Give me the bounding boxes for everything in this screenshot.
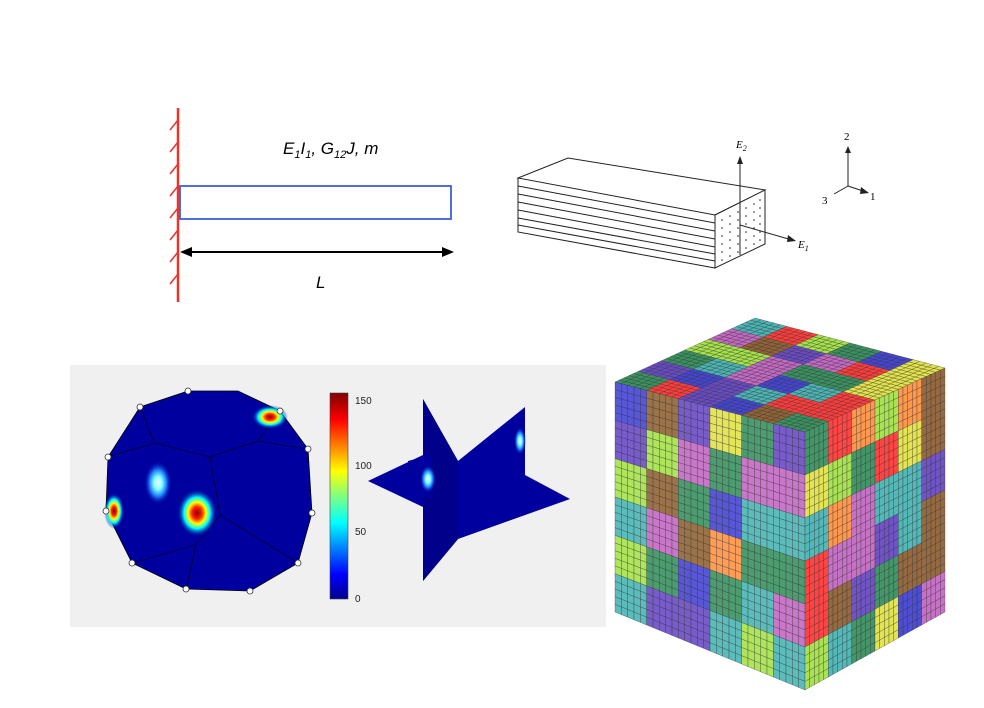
colorbar-tick-50: 50	[355, 527, 367, 538]
length-arrow-left-head	[180, 247, 192, 257]
axis-E1	[739, 224, 793, 241]
colorbar-tick-150: 150	[355, 396, 372, 407]
heatmap-svg: 150 100 50 0	[102, 387, 570, 605]
hotspot-left-edge	[104, 493, 124, 529]
colorbar-tick-100: 100	[355, 461, 372, 472]
beam-properties-label: E1I1, G12J, m	[283, 139, 378, 161]
hotspot-center	[177, 489, 217, 537]
cantilever-svg: E1I1, G12J, m L	[169, 108, 454, 302]
fiber-ends	[721, 199, 761, 261]
star-hotspot-right	[514, 427, 526, 455]
axis-E2-label: E2	[735, 139, 747, 153]
axis-E1-head	[787, 235, 796, 242]
triad-axis-2-head	[845, 146, 851, 153]
triad-label-3: 3	[822, 195, 828, 207]
triad-label-2: 2	[844, 131, 850, 143]
length-arrow-right-head	[442, 247, 454, 257]
cantilever-beam-diagram: E1I1, G12J, m L	[150, 100, 480, 310]
polyhedron	[102, 387, 316, 595]
colorbar-tick-0: 0	[355, 594, 361, 605]
cube-face-2	[804, 367, 946, 691]
vertex-markers	[102, 387, 316, 595]
laminate-svg: E2 E1 2 1 3	[516, 131, 876, 269]
wall-hatching	[169, 119, 179, 285]
triad-axis-1-head	[860, 187, 869, 194]
axis-E2-head	[737, 156, 743, 164]
intersecting-planes-star	[368, 399, 570, 581]
laminate-diagram: E2 E1 2 1 3	[500, 120, 890, 280]
axis-E1-label: E1	[797, 239, 809, 253]
cube-svg	[614, 317, 946, 691]
colorbar	[329, 392, 349, 600]
hotspot-top-right	[252, 405, 288, 429]
laminate-block	[516, 157, 767, 269]
cube-face-1	[614, 381, 806, 691]
heatmap-panel: 150 100 50 0	[70, 365, 606, 627]
length-label: L	[316, 273, 325, 292]
hotspot-upper-left	[144, 461, 172, 505]
star-hotspot-left	[420, 465, 436, 493]
triad-label-1: 1	[870, 191, 876, 203]
beam	[179, 185, 452, 220]
voxel-grain-cube	[605, 312, 965, 692]
